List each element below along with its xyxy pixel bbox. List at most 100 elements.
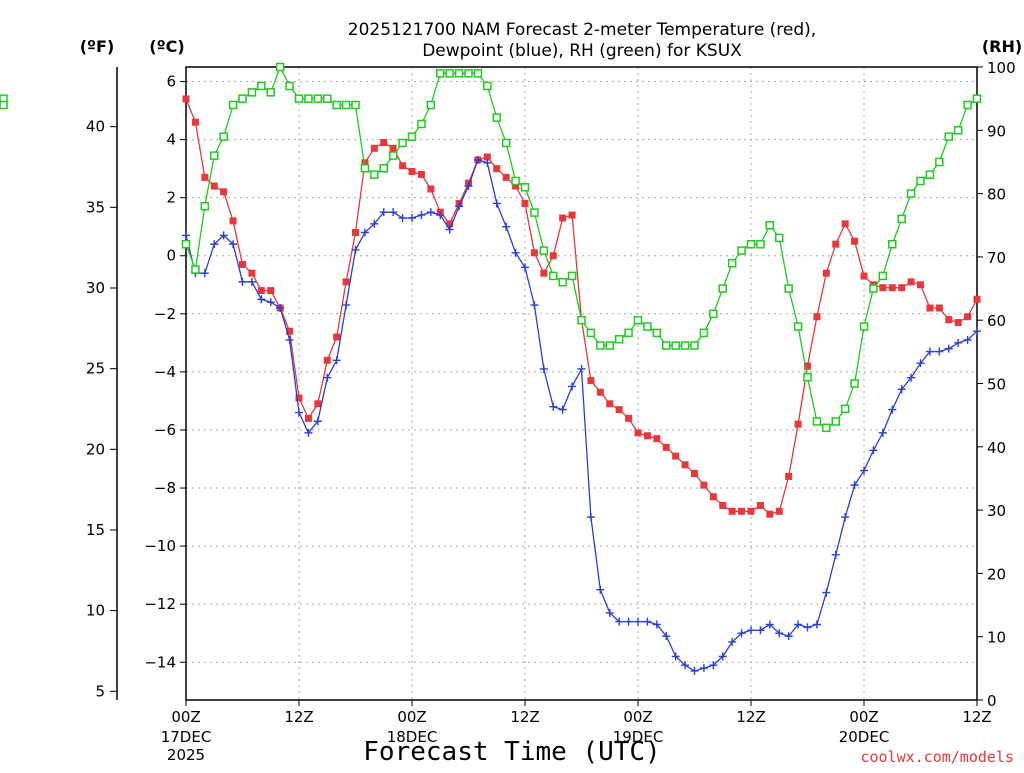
fahrenheit-tick-label: 25 [86,360,105,378]
temperature-point [380,138,388,146]
temperature-point [973,295,981,303]
dewpoint-point [728,637,737,646]
dewpoint-point [389,208,398,217]
rh-point [897,214,906,224]
credit-link[interactable]: coolwx.com/models [860,748,1014,766]
dewpoint-point [897,385,906,394]
dewpoint-point [756,626,765,635]
rh-point [746,239,756,249]
rh-point [181,239,191,249]
temperature-point [653,435,661,443]
rh-point [671,341,680,350]
temperature-point [389,144,397,152]
dewpoint-point [370,219,379,228]
rh-point [398,138,407,148]
temperature-point [267,287,275,295]
celsius-tick-label: −12 [144,595,176,613]
fahrenheit-tick-label: 5 [95,682,105,700]
rh-point [972,94,982,103]
rh-point [935,157,944,167]
rh-point [454,69,464,78]
rh-point [492,113,501,122]
dewpoint-point [671,652,680,661]
dewpoint-point [944,344,953,353]
rh-point [793,322,803,331]
chart-title-line1: 2025121700 NAM Forecast 2-meter Temperat… [348,20,816,40]
temperature-point [446,220,454,228]
rh-point [530,208,539,217]
temperature-point [417,170,425,178]
dewpoint-point [784,632,793,641]
rh-point [370,170,379,179]
dewpoint-point [558,405,567,414]
rh-point [727,258,737,268]
temperature-point [248,269,256,277]
temperature-point [879,284,887,292]
temperature-point [785,472,793,480]
dewpoint-point [342,301,351,310]
temperature-point [427,185,435,193]
rh-point [210,151,219,160]
rh-point [784,284,793,293]
dewpoint-point [295,408,303,417]
series-relative-humidity [0,62,982,433]
temperature-point [691,470,698,478]
temperature-point [549,252,557,260]
temperature-point [841,220,849,228]
temperature-point [596,388,604,396]
temperature-point [898,284,906,292]
temperature-point [191,118,199,126]
rh-point [388,151,398,160]
rh-point [483,81,492,91]
celsius-tick-label: −6 [154,421,176,439]
temperature-point [220,188,228,196]
temperature-point [832,240,840,248]
fahrenheit-axis: 40 35 30 25 20 15 10 5 [86,67,118,700]
time-tick-label: 12Z [962,708,991,726]
rh-point [944,132,953,141]
dewpoint-point [831,550,840,559]
temperature-point [295,394,303,402]
temperature-point [672,452,680,460]
dewpoint-point [747,626,755,635]
rh-point [652,328,662,338]
temperature-point [512,182,520,190]
temperature-point [728,507,736,515]
dewpoint-point [822,588,831,597]
dewpoint-point [511,248,520,257]
rh-point [520,183,530,192]
rh-point [812,417,822,426]
fahrenheit-tick-label: 15 [86,521,105,539]
temperature-point [530,249,538,257]
rh-point [614,334,624,344]
dewpoint-point [888,405,897,414]
dewpoint-point [878,428,887,437]
temperature-point [182,95,190,103]
rh-point [737,246,746,255]
dewpoint-point [200,269,209,278]
dewpoint-point [624,617,633,626]
rh-axis-unit: (RH) [982,37,1022,56]
dewpoint-point [238,277,247,286]
temperature-point [917,281,924,289]
rh-point [643,322,652,331]
rh-tick-label: 10 [987,629,1006,647]
temperature-point [634,429,642,437]
temperature-point [945,316,953,324]
temperature-point [719,501,727,509]
rh-point [586,328,596,338]
rh-point [953,126,963,135]
rh-point [596,341,605,350]
rh-point [859,322,869,331]
dewpoint-point [954,338,963,347]
dewpoint-point [737,629,746,638]
dewpoint-point [521,263,529,272]
series-dewpoint [182,155,981,675]
rh-point [426,100,436,110]
fahrenheit-axis-unit: (ºF) [80,37,115,56]
celsius-tick-label: 6 [166,73,176,91]
celsius-tick-label: 2 [166,189,176,207]
temperature-point [399,162,407,170]
